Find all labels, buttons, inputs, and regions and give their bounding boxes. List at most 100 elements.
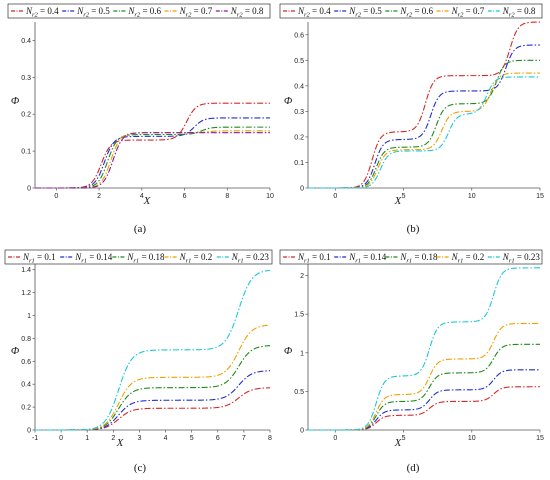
y-tick-label: 0.3 [21, 75, 31, 82]
y-axis-label: Φ [284, 95, 293, 107]
legend-label: Nr2 = 0.8 [502, 6, 536, 19]
y-tick-label: 0.2 [21, 112, 31, 119]
x-tick-label: 4 [140, 193, 144, 200]
series-line-0.7 [308, 72, 540, 189]
x-tick-label: 3 [137, 435, 141, 442]
y-tick-label: 0.6 [21, 359, 31, 366]
x-tick-label: 0 [333, 193, 337, 200]
series-line-0.4 [308, 21, 540, 189]
x-tick-label: 6 [183, 193, 187, 200]
x-tick-label: 6 [216, 435, 220, 442]
y-tick-label: 0.1 [294, 160, 304, 167]
x-tick-label: 1 [85, 435, 89, 442]
legend-label: Nr2 = 0.4 [297, 6, 331, 19]
x-tick-label: 8 [225, 193, 229, 200]
y-tick-label: 0.5 [294, 389, 304, 396]
y-tick-label: 0.1 [21, 149, 31, 156]
legend-box [279, 249, 543, 265]
y-tick-label: 0.4 [21, 38, 31, 45]
panel-caption: (a) [134, 223, 147, 235]
series-line-0.8 [35, 132, 270, 189]
x-tick-label: 4 [164, 435, 168, 442]
panel-a: 0 2 4 6 8 10 0 0.1 0.2 0.3 0.4 X Φ Nr2 = 0.4 Nr2 = 0.5… [7, 3, 274, 235]
legend-label: Nr1 = 0.1 [22, 252, 56, 265]
y-tick-label: 1 [300, 350, 304, 357]
x-axis-label: X [116, 437, 125, 449]
legend-label: Nr1 = 0.14 [348, 252, 387, 265]
x-axis-label: X [143, 195, 152, 207]
legend-box [7, 3, 271, 19]
x-tick-label: -1 [32, 435, 38, 442]
legend-label: Nr2 = 0.6 [399, 6, 433, 19]
y-tick-label: 0.2 [294, 134, 304, 141]
legend-label: Nr1 = 0.23 [231, 252, 270, 265]
y-tick-label: 0.2 [21, 405, 31, 412]
y-tick-label: 0 [300, 186, 304, 193]
series-line-0.5 [308, 44, 540, 189]
series-line-0.6 [308, 59, 540, 189]
series-line-0.23 [308, 267, 540, 431]
series-line-0.23 [35, 269, 270, 431]
x-tick-label: 5 [402, 193, 406, 200]
y-tick-label: 1.2 [21, 290, 31, 297]
x-tick-label: 15 [536, 193, 544, 200]
y-tick-label: 0.5 [294, 58, 304, 65]
series-line-0.4 [35, 102, 270, 189]
y-tick-label: 0.3 [294, 109, 304, 116]
y-tick-label: 0.6 [294, 32, 304, 39]
panel-b: 0 5 10 15 0 0.1 0.2 0.3 0.4 0.5 0.6 X Φ Nr2 = 0.4 Nr2 … [279, 3, 544, 235]
y-axis-label: Φ [11, 345, 20, 357]
x-tick-label: 10 [468, 193, 476, 200]
legend-box [4, 249, 273, 265]
x-axis-label: X [394, 195, 403, 207]
y-tick-label: 2 [300, 273, 304, 280]
legend-label: Nr2 = 0.5 [76, 6, 110, 19]
x-tick-label: 0 [59, 435, 63, 442]
legend-label: Nr1 = 0.2 [451, 252, 485, 265]
y-tick-label: 0 [27, 428, 31, 435]
y-tick-label: 1.4 [21, 267, 31, 274]
y-axis-label: Φ [11, 95, 20, 107]
x-tick-label: 8 [268, 435, 272, 442]
panel-d: 0 5 10 15 0 0.5 1 1.5 2 X Φ Nr1 = 0.1 Nr1 = 0.14 Nr1 … [279, 249, 544, 474]
y-tick-label: 0.4 [21, 382, 31, 389]
series-line-0.2 [35, 324, 270, 431]
series-line-0.14 [308, 369, 540, 431]
x-tick-label: 0 [333, 435, 337, 442]
legend-label: Nr2 = 0.5 [348, 6, 382, 19]
series-line-0.8 [308, 76, 540, 189]
panel-caption: (b) [407, 223, 420, 235]
y-tick-label: 0.4 [294, 83, 304, 90]
legend-label: Nr1 = 0.18 [126, 252, 165, 265]
legend-label: Nr1 = 0.18 [399, 252, 438, 265]
legend-label: Nr1 = 0.14 [74, 252, 113, 265]
x-tick-label: 7 [242, 435, 246, 442]
series-line-0.1 [308, 386, 540, 431]
legend-label: Nr1 = 0.2 [179, 252, 213, 265]
series-line-0.7 [35, 130, 270, 189]
x-tick-label: 15 [536, 435, 544, 442]
series-line-0.1 [35, 387, 270, 431]
y-axis-label: Φ [284, 345, 293, 357]
x-axis-label: X [394, 437, 403, 449]
legend-label: Nr2 = 0.4 [25, 6, 59, 19]
legend-label: Nr1 = 0.1 [297, 252, 331, 265]
x-tick-label: 2 [97, 193, 101, 200]
legend-label: Nr2 = 0.6 [127, 6, 161, 19]
panel-caption: (d) [407, 462, 420, 474]
y-tick-label: 0.8 [21, 336, 31, 343]
legend-box [279, 3, 543, 19]
x-tick-label: 10 [468, 435, 476, 442]
series-line-0.6 [35, 126, 270, 189]
series-line-0.5 [35, 117, 270, 189]
legend-label: Nr2 = 0.8 [230, 6, 264, 19]
legend-label: Nr2 = 0.7 [451, 6, 485, 19]
panel-caption: (c) [134, 462, 147, 474]
y-tick-label: 1.5 [294, 312, 304, 319]
legend-label: Nr1 = 0.23 [502, 252, 541, 265]
series-line-0.2 [308, 322, 540, 431]
x-tick-label: 5 [190, 435, 194, 442]
y-tick-label: 1 [27, 313, 31, 320]
